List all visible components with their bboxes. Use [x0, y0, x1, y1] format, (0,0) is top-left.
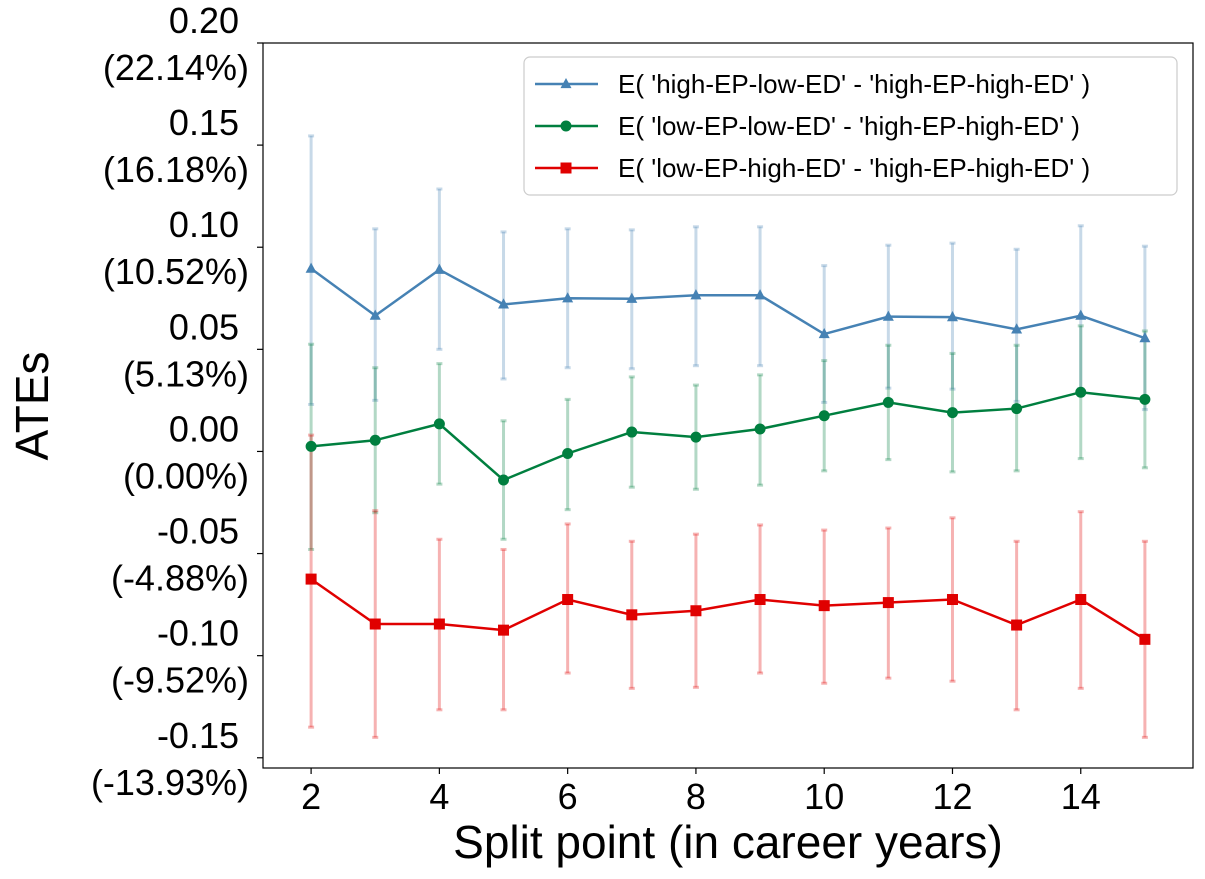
series-markers — [305, 262, 1151, 645]
series-line — [310, 390, 1146, 482]
y-axis: 0.20 (22.14%) 0.15 (16.18%) 0.10 (10.52%) 0.05… — [91, 0, 263, 803]
data-point — [626, 426, 638, 438]
data-point — [498, 298, 510, 309]
y-tick-label: 0.20 — [169, 0, 239, 41]
data-point — [946, 407, 958, 419]
x-axis-label: Split point (in career years) — [453, 816, 1003, 868]
legend-marker — [560, 162, 572, 174]
data-point — [818, 410, 830, 422]
data-point — [1075, 309, 1087, 320]
x-tick-label: 14 — [1061, 776, 1101, 817]
data-point — [754, 594, 766, 606]
legend-marker — [560, 77, 572, 89]
x-axis: 2 4 6 8 10 12 14 — [301, 768, 1101, 817]
data-point — [562, 292, 574, 303]
data-point — [433, 418, 445, 430]
data-point — [562, 594, 574, 606]
data-point — [946, 594, 958, 606]
data-point — [1011, 403, 1023, 415]
y-tick-label: 0.15 — [169, 102, 239, 143]
data-point — [946, 311, 958, 322]
data-point — [818, 600, 830, 612]
data-point — [818, 327, 830, 339]
x-tick-label: 12 — [932, 776, 972, 817]
x-tick-label: 4 — [429, 776, 449, 817]
data-point — [305, 262, 317, 273]
x-tick-label: 8 — [686, 776, 706, 817]
legend-label: E( 'low-EP-low-ED' - 'high-EP-high-ED' ) — [618, 111, 1080, 141]
data-point — [1075, 594, 1087, 606]
data-point — [498, 624, 510, 636]
data-point — [1075, 386, 1087, 398]
data-point — [369, 434, 381, 446]
legend: E( 'high-EP-low-ED' - 'high-EP-high-ED' … — [523, 56, 1178, 196]
error-bar — [1141, 244, 1148, 412]
y-tick-percent-label: (10.52%) — [103, 251, 249, 292]
y-tick-label: -0.10 — [157, 613, 239, 654]
y-tick-percent-label: (0.00%) — [123, 455, 249, 496]
x-tick-label: 2 — [301, 776, 321, 817]
data-point — [882, 396, 894, 408]
data-point — [1011, 619, 1023, 631]
legend-box — [523, 56, 1178, 196]
series-lines — [310, 267, 1146, 641]
legend-label: E( 'low-EP-high-ED' - 'high-EP-high-ED' … — [618, 153, 1090, 183]
data-point — [690, 289, 702, 300]
data-point — [1139, 393, 1151, 405]
data-point — [882, 597, 894, 609]
legend-marker — [560, 120, 572, 132]
data-point — [498, 474, 510, 486]
series-line — [310, 267, 1146, 340]
series-line — [310, 578, 1146, 641]
y-tick-percent-label: (16.18%) — [103, 149, 249, 190]
y-tick-percent-label: (-4.88%) — [111, 558, 249, 599]
data-point — [305, 573, 317, 585]
y-tick-label: -0.15 — [157, 715, 239, 756]
y-tick-percent-label: (-9.52%) — [111, 660, 249, 701]
data-point — [369, 309, 381, 320]
data-point — [754, 289, 766, 300]
y-tick-percent-label: (22.14%) — [103, 47, 249, 88]
y-axis-label: ATEs — [6, 351, 58, 460]
data-point — [1139, 332, 1151, 343]
plot-frame — [262, 42, 1194, 769]
data-point — [433, 618, 445, 630]
y-tick-percent-label: (5.13%) — [123, 353, 249, 394]
data-point — [1139, 633, 1151, 645]
data-point — [369, 618, 381, 630]
y-tick-label: 0.10 — [169, 204, 239, 245]
data-point — [626, 292, 638, 303]
data-point — [690, 431, 702, 443]
data-point — [690, 605, 702, 617]
x-tick-label: 10 — [804, 776, 844, 817]
data-point — [1011, 323, 1023, 334]
y-tick-label: 0.00 — [169, 408, 239, 449]
legend-entry: E( 'high-EP-low-ED' - 'high-EP-high-ED' … — [535, 69, 1090, 99]
data-point — [433, 263, 445, 274]
y-tick-label: 0.05 — [169, 306, 239, 347]
data-point — [305, 440, 317, 452]
legend-entry: E( 'low-EP-low-ED' - 'high-EP-high-ED' ) — [535, 111, 1080, 141]
y-tick-label: -0.05 — [157, 511, 239, 552]
y-tick-percent-label: (-13.93%) — [91, 762, 249, 803]
data-point — [626, 609, 638, 621]
legend-label: E( 'high-EP-low-ED' - 'high-EP-high-ED' … — [618, 69, 1090, 99]
x-tick-label: 6 — [558, 776, 578, 817]
legend-entry: E( 'low-EP-high-ED' - 'high-EP-high-ED' … — [535, 153, 1090, 183]
data-point — [882, 310, 894, 321]
data-point — [754, 423, 766, 435]
data-point — [562, 447, 574, 459]
